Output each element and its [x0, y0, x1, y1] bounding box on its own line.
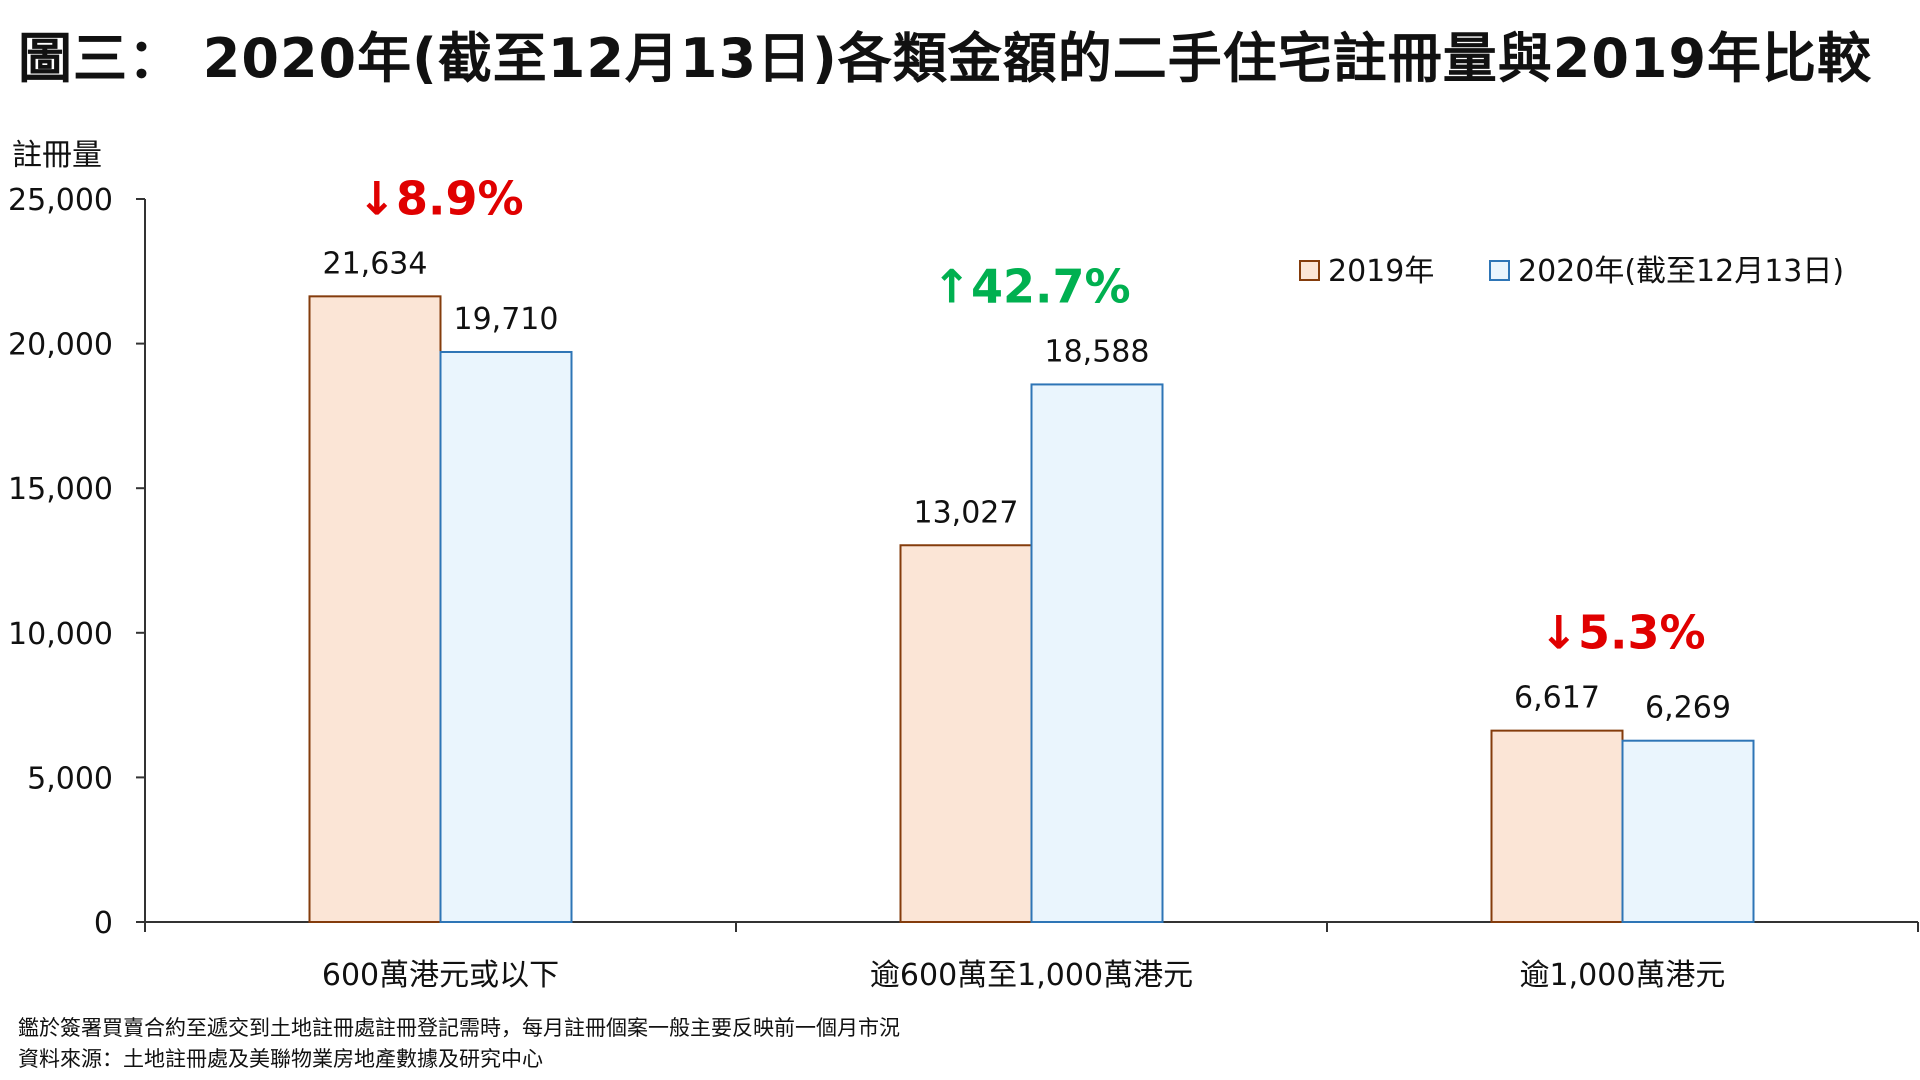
y-tick-label: 5,000 [27, 761, 113, 796]
y-tick-label: 20,000 [8, 328, 113, 363]
bar [439, 350, 573, 923]
footnote: 鑑於簽署買賣合約至遞交到土地註冊處註冊登記需時，每月註冊個案一般主要反映前一個月… [18, 1016, 900, 1040]
source-note: 資料來源：土地註冊處及美聯物業房地產數據及研究中心 [18, 1047, 543, 1071]
data-label: 13,027 [914, 495, 1019, 530]
x-tick-label: 逾1,000萬港元 [1520, 958, 1726, 993]
bar [1490, 729, 1624, 923]
y-tick-label: 15,000 [8, 472, 113, 507]
bar [1621, 739, 1755, 923]
y-axis-label: 註冊量 [12, 138, 102, 173]
legend-label: 2020年(截至12月13日) [1518, 254, 1844, 289]
chart-title: 圖三： 2020年(截至12月13日)各類金額的二手住宅註冊量與2019年比較 [18, 27, 1873, 90]
bar [1030, 383, 1164, 923]
legend-swatch [1489, 260, 1510, 281]
data-label: 6,617 [1514, 681, 1600, 716]
y-tick-label: 0 [94, 906, 113, 941]
y-tick-label: 25,000 [8, 183, 113, 218]
data-label: 18,588 [1045, 334, 1150, 369]
data-label: 21,634 [323, 246, 428, 281]
bar [308, 295, 442, 923]
legend-swatch [1299, 260, 1320, 281]
x-tick-label: 600萬港元或以下 [322, 958, 559, 993]
bar [899, 544, 1033, 923]
change-annotation: ↓5.3% [1539, 606, 1705, 660]
data-label: 19,710 [454, 302, 559, 337]
x-tick-label: 逾600萬至1,000萬港元 [870, 958, 1193, 993]
change-annotation: ↓8.9% [357, 171, 523, 225]
legend-label: 2019年 [1328, 254, 1434, 289]
change-annotation: ↑42.7% [932, 259, 1130, 313]
data-label: 6,269 [1645, 691, 1731, 726]
y-tick-label: 10,000 [8, 617, 113, 652]
